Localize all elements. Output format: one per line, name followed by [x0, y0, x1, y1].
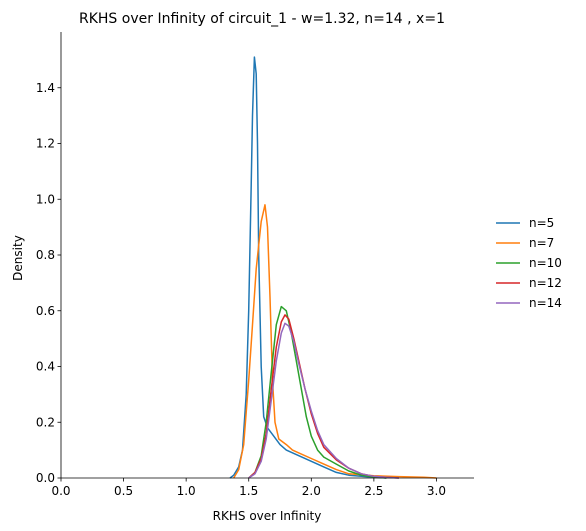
y-axis-label: Density — [11, 235, 25, 281]
chart-title: RKHS over Infinity of circuit_1 - w=1.32… — [79, 11, 445, 27]
x-tick-label: 1.0 — [177, 484, 196, 498]
x-tick-label: 2.0 — [302, 484, 321, 498]
x-tick-label: 1.5 — [239, 484, 258, 498]
legend-label-4: n=14 — [529, 296, 562, 310]
plot-area — [229, 56, 437, 479]
series-line-4 — [248, 322, 399, 479]
x-tick-label: 3.0 — [427, 484, 446, 498]
x-axis: 0.0 0.5 1.0 1.5 2.0 2.5 3.0 — [51, 477, 474, 498]
y-tick-label: 0.4 — [36, 360, 55, 374]
y-tick-label: 1.2 — [36, 137, 55, 151]
series-line-2 — [248, 305, 387, 479]
series-line-0 — [229, 56, 387, 479]
legend-label-1: n=7 — [529, 236, 554, 250]
legend-label-2: n=10 — [529, 256, 562, 270]
x-tick-label: 2.5 — [364, 484, 383, 498]
x-tick-label: 0.0 — [51, 484, 70, 498]
legend-label-3: n=12 — [529, 276, 562, 290]
series-line-1 — [233, 204, 437, 479]
y-tick-label: 0.6 — [36, 304, 55, 318]
y-tick-label: 1.4 — [36, 81, 55, 95]
legend-label-0: n=5 — [529, 216, 554, 230]
y-tick-label: 0.8 — [36, 248, 55, 262]
legend: n=5 n=7 n=10 n=12 n=14 — [496, 216, 562, 310]
y-tick-label: 0.2 — [36, 415, 55, 429]
y-tick-label: 0.0 — [36, 471, 55, 485]
y-axis: 0.0 0.2 0.4 0.6 0.8 1.0 1.2 1.4 — [36, 32, 62, 485]
x-tick-label: 0.5 — [114, 484, 133, 498]
y-tick-label: 1.0 — [36, 192, 55, 206]
x-axis-label: RKHS over Infinity — [213, 509, 322, 523]
